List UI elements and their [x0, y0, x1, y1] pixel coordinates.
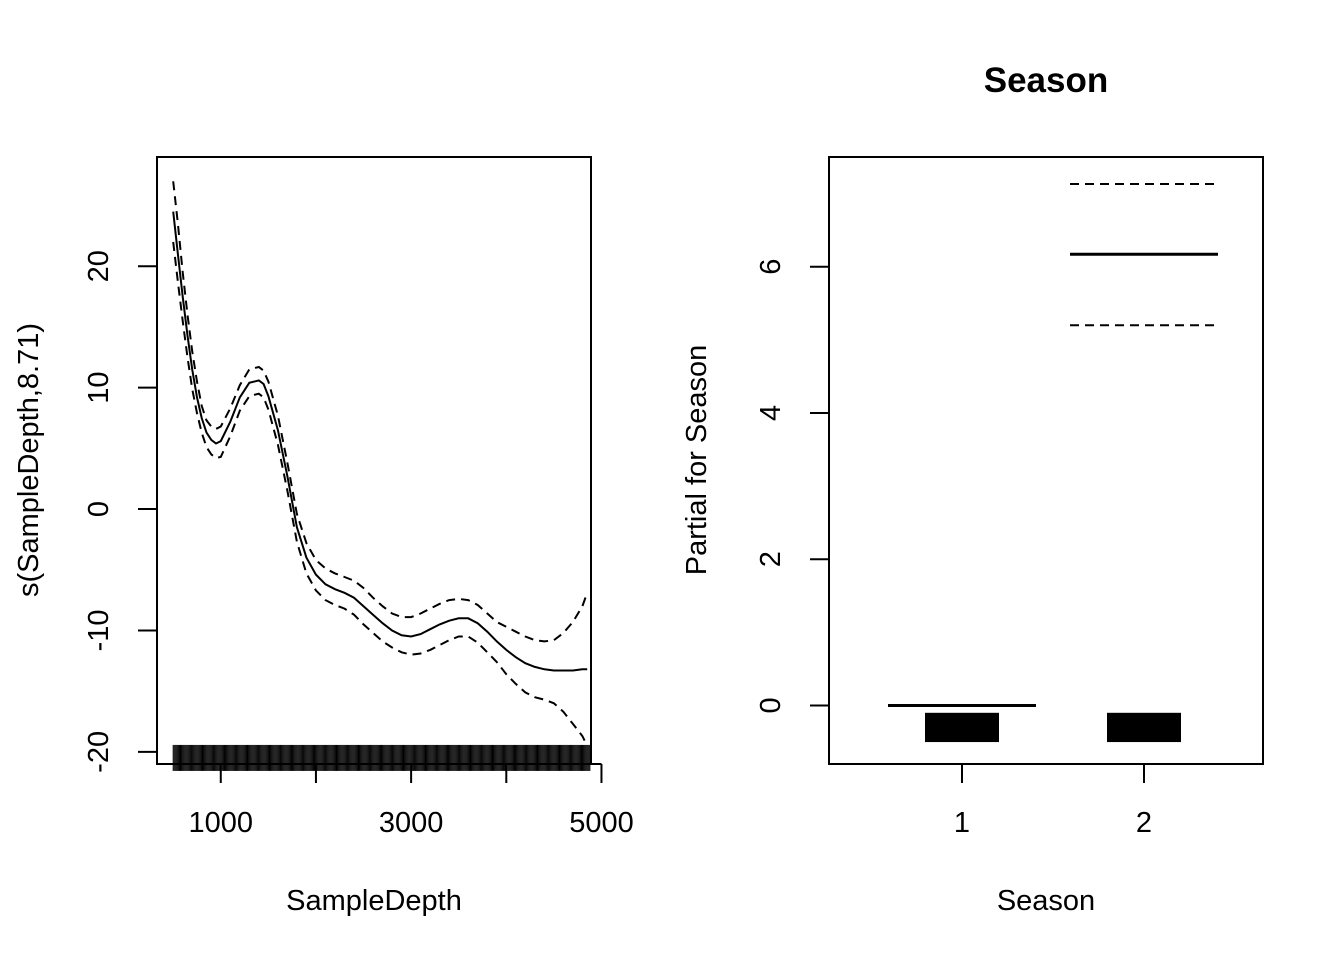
left-lines — [172, 181, 589, 747]
left-plot-frame — [156, 156, 592, 765]
left-x-axis-title: SampleDepth — [286, 885, 462, 917]
right-x-tick-label: 1 — [954, 807, 970, 839]
left-x-axis: 1000 3000 5000 — [189, 763, 634, 839]
right-y-axis-title: Partial for Season — [681, 345, 713, 576]
right-plot-frame — [828, 156, 1264, 765]
right-y-tick-label: 0 — [755, 697, 787, 713]
right-marks — [888, 183, 1218, 743]
right-y-axis: 0 2 4 6 — [755, 259, 830, 714]
lower-ci-line — [172, 241, 589, 747]
left-x-tick-label: 3000 — [379, 807, 444, 839]
right-y-tick-label: 2 — [755, 551, 787, 567]
right-title: Season — [984, 61, 1109, 100]
fit-line — [172, 211, 588, 672]
rug-band — [925, 712, 999, 743]
right-y-tick-label: 4 — [755, 405, 787, 421]
left-y-axis: -20 -10 0 10 20 — [83, 250, 158, 773]
left-y-tick-label: 20 — [83, 250, 115, 282]
left-y-tick-label: 10 — [83, 372, 115, 404]
right-y-tick-label: 6 — [755, 259, 787, 275]
right-x-tick-label: 2 — [1136, 807, 1152, 839]
left-panel: 1000 3000 5000 -20 -10 0 10 20 SampleDepth s(S… — [13, 156, 634, 917]
left-y-tick-label: 0 — [83, 501, 115, 517]
left-x-tick-label: 1000 — [189, 807, 254, 839]
left-x-tick-label: 5000 — [569, 807, 634, 839]
upper-ci-line — [172, 181, 589, 643]
left-y-axis-title: s(SampleDepth,8.71) — [13, 323, 45, 597]
right-x-axis-title: Season — [997, 885, 1095, 917]
rug-band — [1107, 712, 1181, 743]
left-y-tick-label: -20 — [83, 731, 115, 773]
left-rug — [172, 744, 591, 771]
left-y-tick-label: -10 — [83, 609, 115, 651]
